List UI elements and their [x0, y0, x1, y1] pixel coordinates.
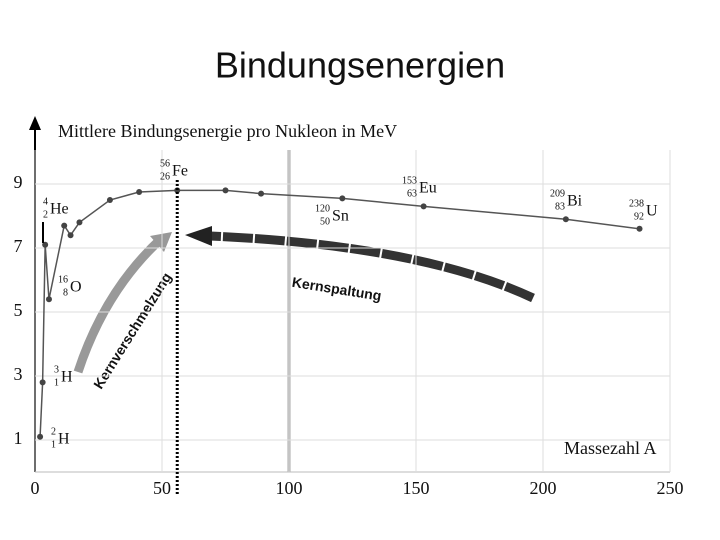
data-point: [37, 433, 44, 440]
y-axis-label: Mittlere Bindungsenergie pro Nukleon in …: [58, 121, 397, 141]
mass-number: 153: [402, 175, 417, 186]
data-point: [106, 197, 113, 203]
data-point: [67, 232, 74, 239]
x-tick-label: 200: [530, 478, 557, 498]
data-point: [339, 195, 346, 202]
x-tick-label: 150: [403, 478, 430, 498]
x-tick-label: 0: [31, 478, 40, 498]
mass-number: 2: [51, 426, 56, 437]
element-symbol: H: [61, 369, 73, 386]
mass-number: 3: [54, 364, 59, 375]
data-point: [42, 241, 49, 248]
data-point: [636, 225, 643, 232]
mass-number: 238: [629, 198, 644, 209]
element-symbol: U: [646, 203, 658, 220]
atomic-number: 63: [407, 188, 417, 199]
atomic-number: 83: [555, 201, 565, 212]
data-point: [45, 296, 52, 303]
mass-number: 209: [550, 188, 565, 199]
data-point: [136, 189, 143, 195]
y-tick-label: 9: [14, 172, 23, 192]
atomic-number: 50: [320, 216, 330, 227]
y-axis-arrow: [29, 116, 41, 130]
data-point: [258, 190, 265, 197]
atomic-number: 8: [63, 287, 68, 298]
atomic-number: 2: [43, 209, 48, 220]
y-tick-label: 3: [14, 364, 23, 384]
element-symbol: Fe: [172, 163, 188, 180]
fission-label: Kernspaltung: [291, 274, 383, 304]
fission-arrowhead: [185, 226, 212, 246]
x-tick-label: 250: [657, 478, 684, 498]
mass-number: 120: [315, 203, 330, 214]
data-point: [39, 379, 46, 386]
y-tick-label: 1: [14, 428, 23, 448]
x-tick-label: 100: [276, 478, 303, 498]
mass-number: 4: [43, 196, 48, 207]
fusion-arrowhead: [150, 232, 172, 252]
element-symbol: O: [70, 279, 82, 296]
data-point: [61, 222, 68, 229]
y-tick-label: 5: [14, 300, 23, 320]
y-tick-label: 7: [14, 236, 23, 256]
data-point: [76, 219, 83, 226]
element-symbol: He: [50, 201, 69, 218]
atomic-number: 26: [160, 171, 170, 182]
element-symbol: Sn: [332, 208, 349, 225]
data-line: [39, 189, 640, 437]
data-point: [420, 203, 427, 210]
element-symbol: H: [58, 431, 70, 448]
element-symbol: Eu: [419, 180, 437, 197]
atomic-number: 92: [634, 211, 644, 222]
data-point: [222, 187, 229, 194]
fusion-arrow: [73, 234, 166, 374]
slide-title: Bindungsenergien: [215, 45, 505, 86]
data-point: [562, 216, 569, 223]
x-tick-label: 50: [153, 478, 171, 498]
mass-number: 16: [58, 274, 68, 285]
mass-number: 56: [160, 158, 170, 169]
element-symbol: Bi: [567, 193, 583, 210]
atomic-number: 1: [54, 377, 59, 388]
atomic-number: 1: [51, 439, 56, 450]
fission-arrow: [209, 231, 535, 303]
x-axis-label: Massezahl A: [564, 438, 656, 458]
